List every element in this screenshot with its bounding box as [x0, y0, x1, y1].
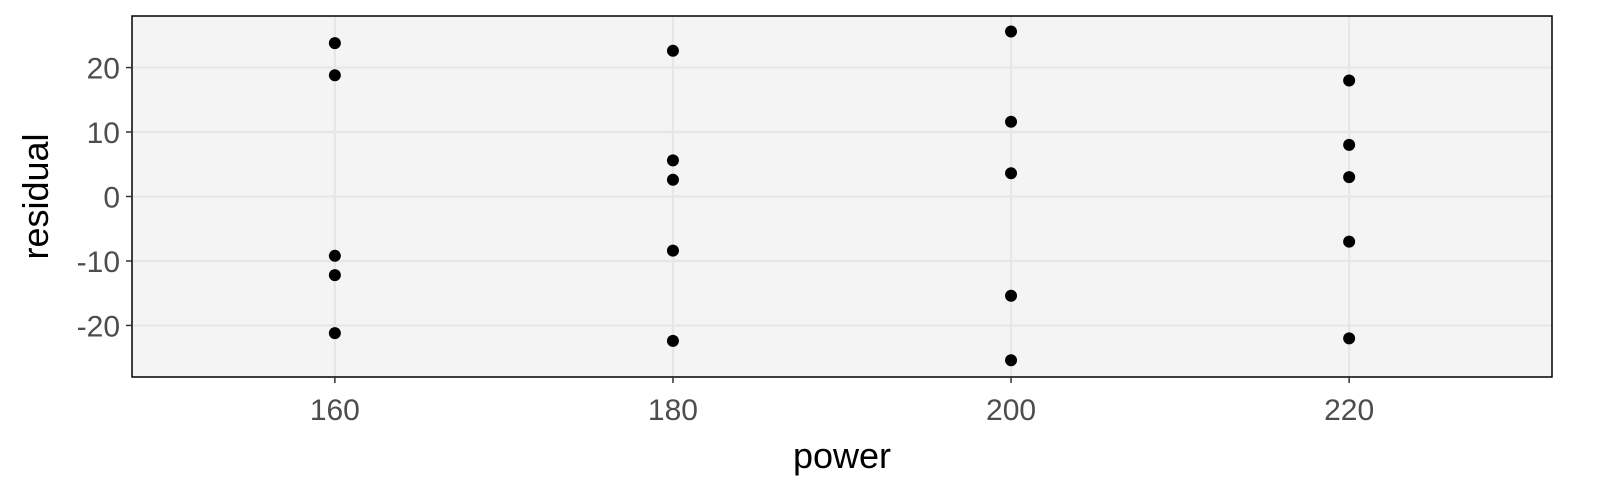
- y-axis-title: residual: [15, 133, 56, 259]
- y-tick-label: 20: [87, 53, 120, 86]
- x-axis-title: power: [793, 435, 891, 476]
- x-tick-label: 180: [648, 394, 698, 427]
- x-tick-label: 220: [1324, 394, 1374, 427]
- data-point: [328, 69, 341, 82]
- y-tick-label: 10: [87, 117, 120, 150]
- data-point: [1005, 289, 1018, 302]
- y-tick-label: -20: [77, 310, 120, 343]
- data-point: [1343, 171, 1356, 184]
- data-point: [1005, 167, 1018, 180]
- data-points: [328, 25, 1356, 367]
- data-point: [666, 244, 679, 257]
- data-point: [328, 249, 341, 262]
- data-point: [1343, 332, 1356, 345]
- y-tick-label: -10: [77, 246, 120, 279]
- data-point: [1005, 25, 1018, 38]
- x-tick-label: 200: [986, 394, 1036, 427]
- data-point: [328, 37, 341, 50]
- data-point: [1343, 138, 1356, 151]
- data-point: [1343, 235, 1356, 248]
- x-axis-ticks: 160 180 200 220: [310, 377, 1374, 427]
- data-point: [666, 334, 679, 347]
- data-point: [666, 173, 679, 186]
- x-tick-label: 160: [310, 394, 360, 427]
- data-point: [666, 154, 679, 167]
- data-point: [1005, 115, 1018, 128]
- data-point: [328, 327, 341, 340]
- data-point: [328, 269, 341, 282]
- data-point: [1005, 354, 1018, 367]
- data-point: [666, 44, 679, 57]
- y-axis-ticks: -20 -10 0 10 20: [77, 53, 132, 343]
- data-point: [1343, 74, 1356, 87]
- y-tick-label: 0: [103, 182, 120, 215]
